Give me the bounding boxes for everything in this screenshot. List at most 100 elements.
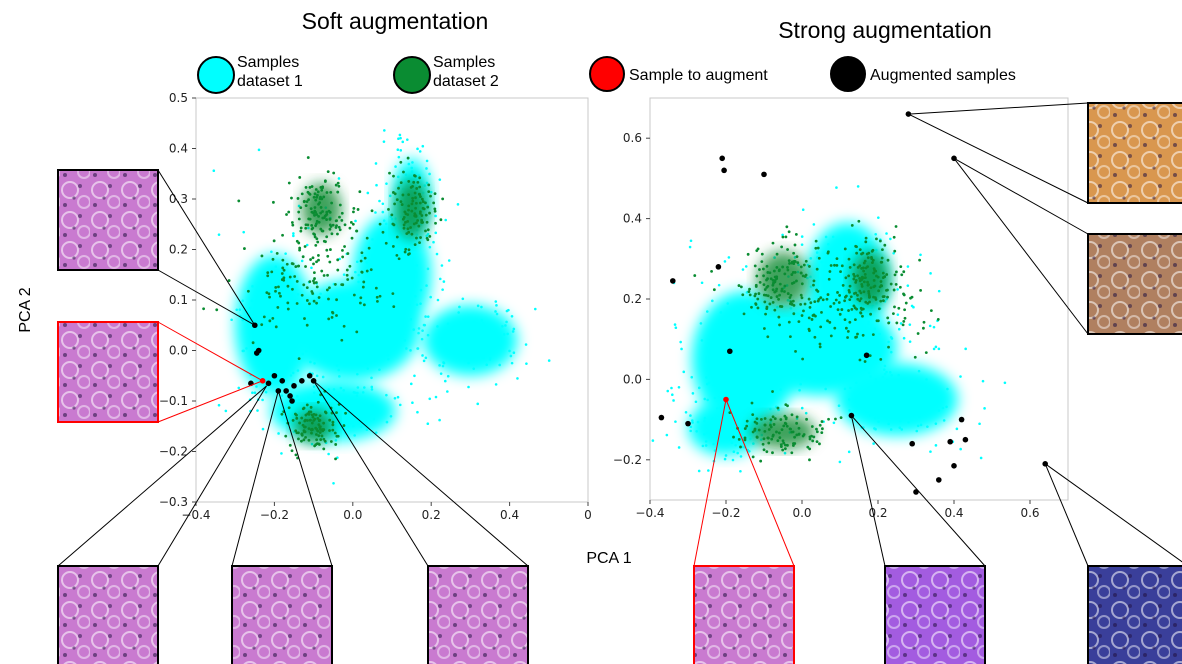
dataset2-point bbox=[777, 297, 780, 301]
dataset2-point bbox=[298, 246, 302, 250]
dataset1-point bbox=[778, 342, 781, 345]
dataset1-point bbox=[376, 340, 380, 344]
dataset2-point bbox=[929, 309, 933, 313]
dataset1-point bbox=[747, 356, 751, 360]
dataset2-point bbox=[832, 301, 836, 305]
dataset1-point bbox=[705, 376, 708, 379]
dataset1-point bbox=[429, 190, 433, 194]
dataset1-point bbox=[472, 367, 476, 370]
dataset2-point bbox=[765, 278, 768, 282]
dataset1-point bbox=[895, 407, 898, 411]
dataset1-point bbox=[296, 293, 300, 296]
dataset1-point bbox=[480, 305, 483, 309]
augmented-point bbox=[727, 348, 733, 355]
dataset1-point bbox=[303, 401, 307, 405]
dataset1-point bbox=[691, 392, 695, 395]
dataset2-point bbox=[758, 268, 761, 271]
callout-leader-line bbox=[693, 399, 727, 567]
dataset2-point bbox=[799, 293, 803, 297]
dataset1-point bbox=[666, 389, 670, 393]
dataset2-point bbox=[818, 442, 821, 446]
augmented-point bbox=[936, 477, 942, 483]
dataset2-point bbox=[807, 297, 811, 301]
dataset1-point bbox=[401, 277, 405, 281]
dataset2-point bbox=[320, 269, 324, 273]
dataset2-point bbox=[811, 439, 815, 443]
dataset1-point bbox=[701, 444, 705, 448]
dataset2-point bbox=[304, 265, 307, 268]
dataset1-point bbox=[359, 425, 363, 429]
dataset1-point bbox=[878, 332, 881, 336]
dataset2-point bbox=[781, 439, 785, 443]
dataset2-point bbox=[432, 201, 436, 205]
dataset2-point bbox=[425, 220, 429, 224]
dataset1-point bbox=[453, 347, 457, 351]
dataset2-point bbox=[856, 297, 860, 301]
dataset2-point bbox=[792, 304, 796, 307]
dataset1-point bbox=[908, 410, 911, 413]
dataset2-point bbox=[849, 295, 853, 299]
dataset2-point bbox=[290, 221, 294, 224]
dataset2-point bbox=[333, 431, 337, 435]
dataset1-point bbox=[323, 305, 327, 308]
dataset2-point bbox=[783, 443, 787, 447]
augmented-point bbox=[279, 378, 286, 384]
callout-leader-line bbox=[953, 157, 1089, 235]
dataset2-point bbox=[286, 284, 290, 288]
dataset1-point bbox=[747, 365, 751, 369]
dataset2-point bbox=[433, 207, 437, 211]
dataset2-point bbox=[750, 305, 753, 309]
dataset2-point bbox=[818, 345, 822, 349]
dataset1-point bbox=[281, 359, 284, 363]
dataset1-point bbox=[724, 338, 728, 341]
dataset1-point bbox=[919, 253, 922, 257]
dataset1-point bbox=[381, 210, 385, 214]
dataset1-point bbox=[863, 368, 867, 371]
dataset2-point bbox=[801, 274, 805, 278]
dataset1-point bbox=[695, 429, 698, 433]
dataset2-point bbox=[328, 286, 331, 290]
dataset2-point bbox=[799, 271, 803, 275]
dataset1-point bbox=[432, 240, 435, 244]
legend-entry-augmented: Augmented samples bbox=[830, 56, 1016, 92]
dataset1-point bbox=[485, 363, 488, 367]
dataset1-point bbox=[341, 409, 344, 413]
dataset2-point bbox=[791, 430, 795, 434]
dataset1-point bbox=[864, 393, 867, 396]
dataset1-point bbox=[836, 340, 839, 343]
dataset2-point bbox=[862, 290, 866, 294]
dataset2-point bbox=[787, 230, 791, 234]
dataset2-point bbox=[829, 305, 832, 308]
dataset2-point bbox=[771, 415, 775, 419]
dataset1-point bbox=[361, 403, 365, 407]
dataset1-point bbox=[409, 349, 412, 352]
callout-leader-line bbox=[231, 390, 279, 567]
dataset2-point bbox=[881, 271, 885, 275]
dataset1-point bbox=[925, 391, 929, 395]
dataset2-point bbox=[277, 285, 280, 289]
dataset2-point bbox=[418, 193, 422, 196]
dataset1-point bbox=[682, 370, 686, 374]
dataset1-point bbox=[280, 452, 283, 455]
dataset1-point bbox=[885, 370, 888, 374]
dataset2-point bbox=[306, 156, 310, 159]
dataset2-point bbox=[846, 336, 849, 339]
dataset2-point bbox=[787, 259, 791, 263]
dataset1-density bbox=[352, 214, 432, 336]
dataset1-point bbox=[872, 442, 875, 445]
dataset1-point bbox=[759, 358, 762, 362]
dataset2-point bbox=[376, 299, 379, 303]
dataset1-point bbox=[896, 288, 899, 291]
dataset2-point bbox=[761, 267, 765, 271]
dataset1-point bbox=[462, 328, 466, 331]
dataset2-point bbox=[754, 302, 758, 306]
dataset2-point bbox=[365, 236, 369, 240]
dataset1-point bbox=[790, 347, 793, 350]
dataset1-point bbox=[734, 339, 737, 343]
dataset2-point bbox=[312, 232, 316, 236]
dataset1-point bbox=[389, 294, 392, 297]
dataset1-point bbox=[723, 457, 727, 461]
dataset1-point bbox=[379, 273, 383, 276]
dataset1-point bbox=[426, 333, 430, 337]
dataset1-point bbox=[420, 337, 424, 341]
